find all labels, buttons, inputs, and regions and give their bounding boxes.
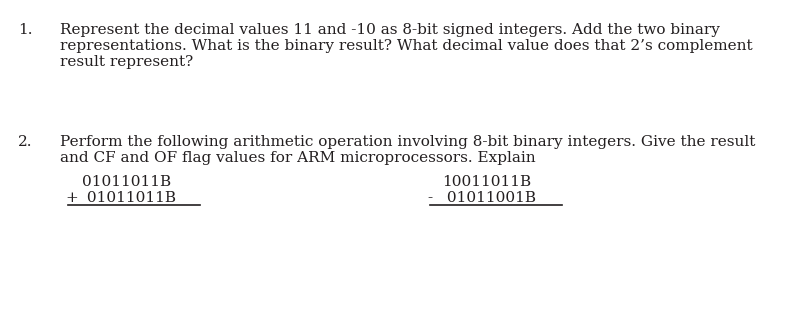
Text: and CF and OF flag values for ARM microprocessors. Explain: and CF and OF flag values for ARM microp…: [60, 151, 536, 165]
Text: +: +: [65, 191, 78, 205]
Text: -: -: [427, 191, 432, 205]
Text: result represent?: result represent?: [60, 55, 194, 69]
Text: 10011011B: 10011011B: [442, 175, 531, 189]
Text: Perform the following arithmetic operation involving 8-bit binary integers. Give: Perform the following arithmetic operati…: [60, 135, 756, 149]
Text: 2.: 2.: [18, 135, 32, 149]
Text: 01011001B: 01011001B: [442, 191, 536, 205]
Text: Represent the decimal values 11 and -10 as 8-bit signed integers. Add the two bi: Represent the decimal values 11 and -10 …: [60, 23, 720, 37]
Text: 01011011B: 01011011B: [82, 191, 176, 205]
Text: 1.: 1.: [18, 23, 32, 37]
Text: representations. What is the binary result? What decimal value does that 2’s com: representations. What is the binary resu…: [60, 39, 752, 53]
Text: 01011011B: 01011011B: [82, 175, 171, 189]
